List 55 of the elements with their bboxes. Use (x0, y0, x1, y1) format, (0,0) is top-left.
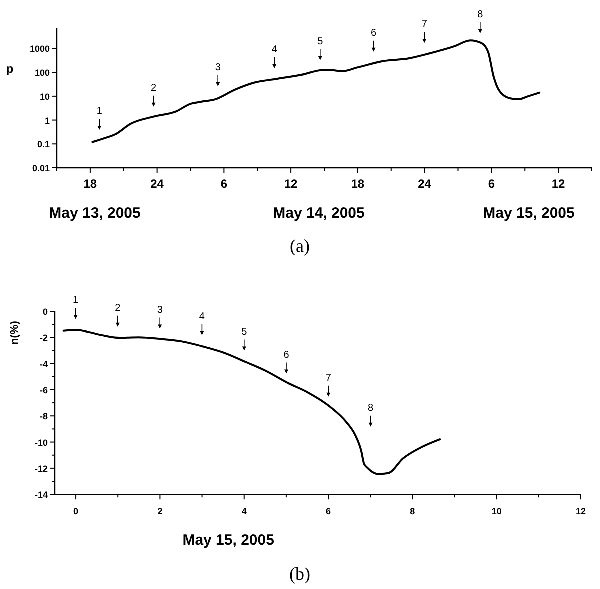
x-tick-label: 12 (284, 177, 298, 191)
x-tick-label: 8 (410, 506, 416, 517)
y-axis-title: n(%) (9, 320, 21, 345)
y-tick-label: -12 (34, 464, 48, 474)
text: (b) (290, 564, 310, 584)
annotation: 7 (422, 19, 428, 30)
x-tick-label: 24 (418, 177, 432, 191)
x-tick-label: 18 (351, 177, 365, 191)
y-tick-label: -10 (34, 438, 48, 448)
x-axis-title: May 15, 2005 (182, 532, 274, 549)
text: 1 (73, 295, 80, 306)
y-tick-label: 10 (40, 92, 50, 102)
x-tick-label: 0 (74, 506, 79, 517)
text: May 13, 2005 (49, 205, 141, 222)
x-tick-label: 10 (492, 506, 502, 517)
y-tick-label: -14 (34, 490, 48, 500)
annotation: 8 (368, 402, 374, 414)
line-series (62, 328, 442, 476)
y-tick-label: 0.1 (37, 140, 50, 150)
y-tick-label: 0.01 (32, 164, 50, 174)
annotation: 2 (151, 82, 158, 94)
annotation: 6 (284, 350, 290, 361)
y-tick-label: 1 (44, 116, 50, 126)
text: 8 (478, 10, 484, 20)
y-tick-label: -2 (40, 333, 48, 344)
annotation: 6 (371, 28, 378, 39)
annotation: 1 (96, 106, 103, 117)
y-tick-label: -4 (40, 359, 48, 370)
text: (a) (290, 236, 310, 256)
y-tick-label: 100 (34, 68, 50, 78)
annotation: 7 (326, 372, 332, 384)
x-tick-label: 24 (150, 177, 164, 191)
x-tick-label: 12 (552, 177, 566, 191)
text: May 15, 2005 (483, 205, 575, 222)
annotation: 5 (242, 326, 248, 338)
x-tick-label: 6 (488, 177, 496, 191)
x-tick-label: 4 (242, 506, 247, 517)
x-tick-label: 18 (84, 177, 98, 191)
y-tick-label: -8 (40, 412, 48, 422)
annotation: 4 (199, 311, 206, 322)
x-tick-label: 6 (220, 177, 228, 191)
text: May 14, 2005 (273, 205, 365, 222)
x-tick-label: 6 (326, 506, 332, 517)
y-axis-title: p (6, 62, 14, 76)
annotation: 4 (272, 44, 278, 56)
x-tick-label: 12 (576, 506, 586, 517)
annotation: 5 (318, 36, 324, 48)
annotation: 2 (115, 302, 122, 314)
annotation: 3 (215, 62, 222, 74)
annotation: 3 (157, 304, 164, 316)
y-tick-label: 1000 (30, 44, 50, 54)
line-series (92, 40, 541, 144)
x-tick-label: 2 (158, 506, 163, 517)
y-tick-label: -6 (40, 385, 48, 396)
y-tick-label: 0 (42, 307, 48, 317)
